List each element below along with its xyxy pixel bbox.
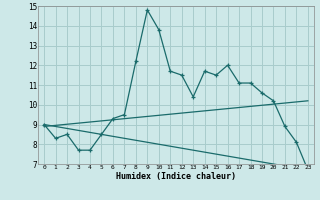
X-axis label: Humidex (Indice chaleur): Humidex (Indice chaleur)	[116, 172, 236, 181]
